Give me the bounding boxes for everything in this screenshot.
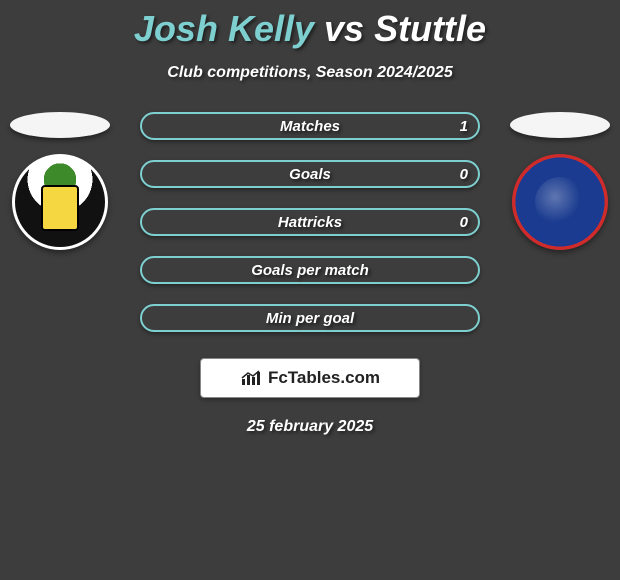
stats-bars: Matches 1 Goals 0 Hattricks 0 Goals per … (140, 112, 480, 332)
comparison-title: Josh Kelly vs Stuttle (0, 0, 620, 50)
brand-logo[interactable]: FcTables.com (200, 358, 420, 398)
stat-bar-goals-per-match: Goals per match (140, 256, 480, 284)
stat-bar-min-per-goal: Min per goal (140, 304, 480, 332)
date-text: 25 february 2025 (0, 418, 620, 436)
stat-right-value: 0 (460, 214, 468, 231)
stat-label: Hattricks (278, 214, 342, 231)
player1-name: Josh Kelly (134, 8, 314, 49)
player2-photo-placeholder (510, 112, 610, 138)
stat-right-value: 1 (460, 118, 468, 135)
stat-label: Goals per match (251, 262, 369, 279)
club-crest-left (12, 154, 108, 250)
stat-label: Matches (280, 118, 340, 135)
right-column (505, 112, 615, 250)
comparison-content: Matches 1 Goals 0 Hattricks 0 Goals per … (0, 112, 620, 436)
chart-icon (240, 369, 262, 387)
stat-bar-matches: Matches 1 (140, 112, 480, 140)
stat-label: Goals (289, 166, 331, 183)
subtitle: Club competitions, Season 2024/2025 (0, 64, 620, 82)
stat-bar-hattricks: Hattricks 0 (140, 208, 480, 236)
left-column (5, 112, 115, 250)
brand-text: FcTables.com (268, 368, 380, 388)
vs-text: vs (324, 8, 364, 49)
player1-photo-placeholder (10, 112, 110, 138)
club-crest-right (512, 154, 608, 250)
player2-name: Stuttle (374, 8, 486, 49)
stat-label: Min per goal (266, 310, 354, 327)
stat-right-value: 0 (460, 166, 468, 183)
stat-bar-goals: Goals 0 (140, 160, 480, 188)
